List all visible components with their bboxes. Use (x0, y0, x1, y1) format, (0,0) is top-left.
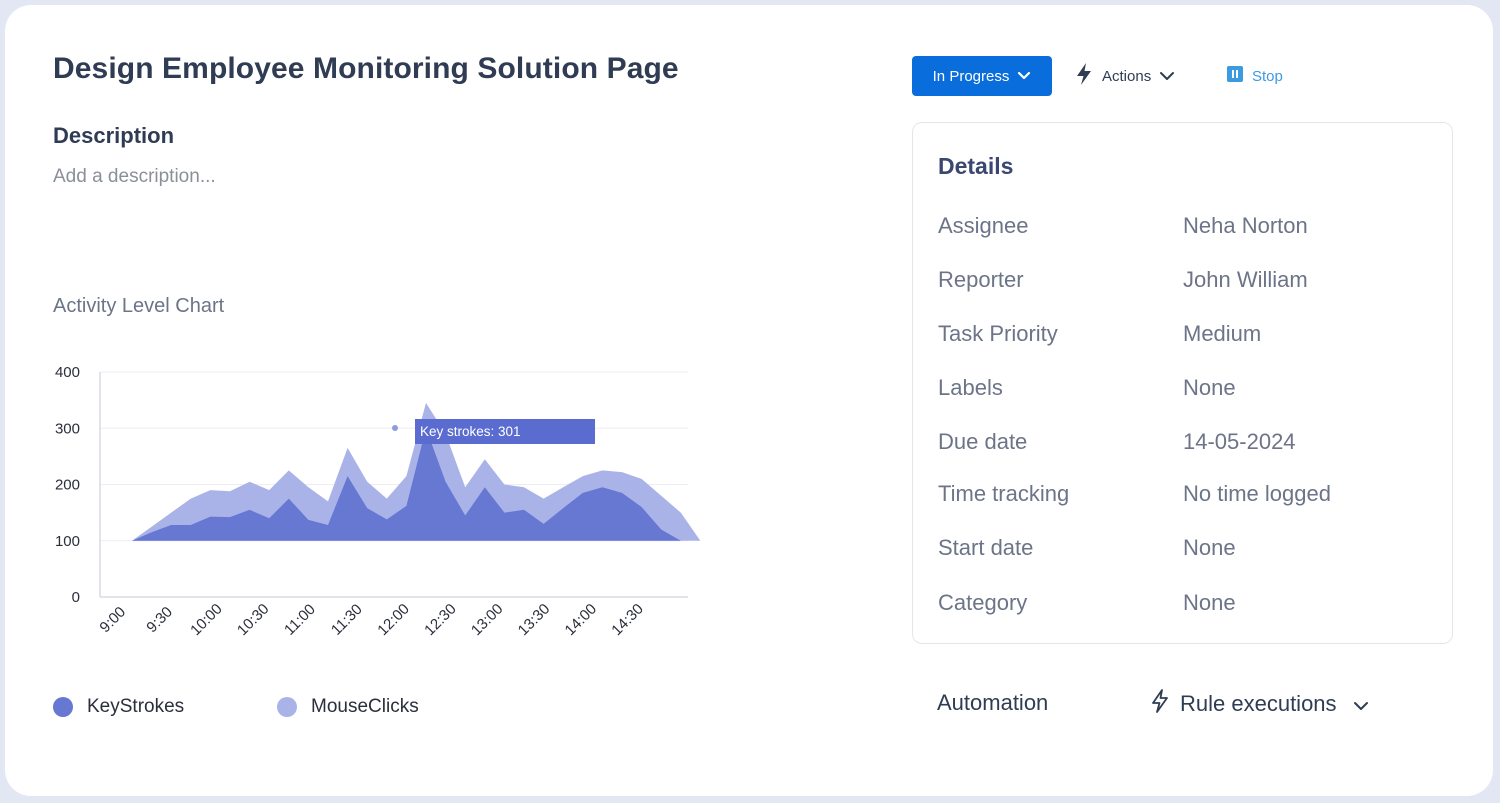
legend-item-keystrokes[interactable]: KeyStrokes (53, 696, 184, 718)
actions-label: Actions (1102, 67, 1152, 85)
y-tick-label: 300 (55, 420, 80, 437)
details-title: Details (938, 153, 1014, 179)
chevron-down-icon (1017, 68, 1031, 85)
stop-button[interactable]: Stop (1226, 56, 1283, 96)
chevron-down-icon (1159, 68, 1175, 85)
rule-executions-label: Rule executions (1180, 691, 1337, 716)
stop-label: Stop (1252, 67, 1283, 85)
detail-label-category: Category (938, 590, 1028, 615)
x-tick-label: 14:30 (608, 601, 647, 640)
legend-item-mouseclicks[interactable]: MouseClicks (277, 696, 419, 718)
x-tick-label: 11:00 (281, 601, 319, 639)
y-tick-label: 200 (55, 477, 80, 494)
tooltip-text: Key strokes: 301 (420, 424, 521, 439)
detail-value-due-date[interactable]: 14-05-2024 (1183, 429, 1296, 454)
x-tick-label: 13:00 (468, 601, 507, 640)
actions-dropdown-button[interactable]: Actions (1074, 56, 1175, 96)
y-tick-label: 0 (72, 589, 80, 606)
x-tick-label: 10:00 (187, 601, 226, 640)
x-tick-label: 11:30 (328, 601, 366, 639)
detail-value-start-date[interactable]: None (1183, 535, 1236, 560)
legend-label-keystrokes: KeyStrokes (87, 696, 185, 717)
x-tick-label: 9:30 (143, 603, 176, 636)
lightning-outline-icon (1150, 688, 1170, 720)
activity-level-chart: 0 100 200 300 400 9:00 9:30 10:00 10:30 11:00 11:3… (55, 364, 700, 640)
chart-title: Activity Level Chart (53, 295, 225, 317)
detail-value-time-tracking[interactable]: No time logged (1183, 481, 1331, 506)
legend-label-mouseclicks: MouseClicks (311, 696, 419, 717)
status-dropdown-button[interactable]: In Progress (912, 56, 1052, 96)
detail-label-due-date: Due date (938, 429, 1028, 454)
description-heading: Description (53, 123, 175, 148)
rule-executions-dropdown[interactable]: Rule executions (1150, 688, 1369, 720)
x-tick-label: 9:00 (96, 603, 129, 636)
automation-label: Automation (937, 690, 1049, 715)
detail-label-assignee: Assignee (938, 213, 1029, 238)
detail-value-priority[interactable]: Medium (1183, 321, 1262, 346)
detail-label-start-date: Start date (938, 535, 1034, 560)
detail-label-reporter: Reporter (938, 267, 1024, 292)
detail-value-category[interactable]: None (1183, 590, 1236, 615)
detail-value-assignee[interactable]: Neha Norton (1183, 213, 1308, 238)
details-panel: Details Assignee Neha Norton Reporter Jo… (912, 122, 1453, 644)
detail-label-priority: Task Priority (938, 321, 1058, 346)
detail-label-labels: Labels (938, 375, 1003, 400)
detail-value-reporter[interactable]: John William (1183, 267, 1308, 292)
x-tick-label: 13:30 (515, 601, 554, 640)
x-tick-label: 14:00 (562, 601, 601, 640)
detail-label-time-tracking: Time tracking (938, 481, 1070, 506)
tooltip-box (415, 419, 595, 444)
y-tick-label: 400 (55, 364, 80, 381)
detail-value-labels[interactable]: None (1183, 375, 1236, 400)
pause-icon (1226, 65, 1244, 87)
status-label: In Progress (932, 67, 1010, 85)
x-tick-label: 12:00 (374, 601, 413, 640)
x-tick-label: 10:30 (234, 601, 273, 640)
task-card (5, 5, 1493, 796)
description-input[interactable]: Add a description... (53, 166, 216, 187)
chevron-down-icon (1353, 691, 1369, 717)
legend-dot-mouseclicks (277, 697, 297, 717)
tooltip-marker (392, 425, 398, 431)
legend-dot-keystrokes (53, 697, 73, 717)
series-area-keystrokes (132, 428, 681, 541)
y-tick-label: 100 (55, 533, 80, 550)
page-title: Design Employee Monitoring Solution Page (53, 52, 679, 85)
x-tick-label: 12:30 (421, 601, 460, 640)
lightning-icon (1074, 62, 1094, 90)
